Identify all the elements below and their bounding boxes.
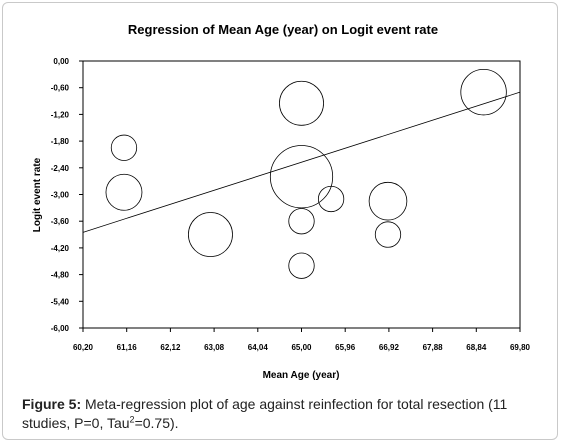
bubble bbox=[105, 173, 143, 211]
regression-line bbox=[82, 91, 521, 233]
x-tick-label: 65,96 bbox=[335, 343, 356, 352]
bubble bbox=[368, 181, 408, 221]
x-tick-label: 63,08 bbox=[204, 343, 225, 352]
y-tick-label: 0,00 bbox=[53, 57, 69, 66]
bubble bbox=[288, 252, 315, 279]
caption-label: Figure 5: bbox=[22, 396, 82, 412]
meta-regression-chart: Regression of Mean Age (year) on Logit e… bbox=[32, 22, 531, 381]
y-tick-label: -2,40 bbox=[51, 164, 70, 173]
y-axis-ticks: 0,00 -0,60 -1,20 -1,80 -2,40 -3,00 -3,60 -4,20 -… bbox=[51, 57, 83, 333]
bubble bbox=[279, 80, 324, 126]
caption-text: Meta-regression plot of age against rein… bbox=[22, 396, 508, 431]
bubble bbox=[288, 208, 315, 235]
x-tick-label: 64,04 bbox=[248, 343, 269, 352]
bubble bbox=[374, 221, 402, 248]
y-tick-label: -0,60 bbox=[51, 84, 70, 93]
x-tick-label: 69,80 bbox=[510, 343, 531, 352]
bubble bbox=[188, 212, 233, 257]
x-tick-label: 60,20 bbox=[73, 343, 94, 352]
y-tick-label: -3,00 bbox=[51, 191, 70, 200]
chart-title: Regression of Mean Age (year) on Logit e… bbox=[128, 22, 438, 37]
y-tick-label: -1,20 bbox=[51, 110, 70, 119]
y-tick-label: -3,60 bbox=[51, 217, 70, 226]
figure-frame bbox=[2, 2, 558, 440]
caption-superscript: 2 bbox=[129, 414, 135, 425]
y-tick-label: -1,80 bbox=[51, 137, 70, 146]
x-axis-ticks: 60,20 61,16 62,12 63,08 64,04 65,00 65,96 66,92… bbox=[73, 328, 531, 352]
x-tick-label: 65,00 bbox=[291, 343, 312, 352]
bubble bbox=[460, 68, 507, 116]
y-tick-label: -4,80 bbox=[51, 271, 70, 280]
x-tick-label: 66,92 bbox=[379, 343, 400, 352]
x-tick-label: 67,88 bbox=[423, 343, 444, 352]
bubble bbox=[110, 134, 138, 161]
caption-tail: =0.75). bbox=[134, 415, 179, 431]
bubble bbox=[269, 145, 334, 209]
bubbles bbox=[105, 68, 507, 279]
figure-caption: Figure 5: Meta-regression plot of age ag… bbox=[22, 395, 547, 433]
x-tick-label: 61,16 bbox=[117, 343, 138, 352]
x-axis-label: Mean Age (year) bbox=[263, 370, 340, 381]
x-tick-label: 68,84 bbox=[466, 343, 487, 352]
y-tick-label: -6,00 bbox=[51, 324, 70, 333]
plot-area bbox=[82, 60, 521, 329]
y-tick-label: -5,40 bbox=[51, 297, 70, 306]
bubble bbox=[317, 185, 345, 213]
x-tick-label: 62,12 bbox=[160, 343, 181, 352]
y-axis-label: Logit event rate bbox=[32, 157, 43, 232]
y-tick-label: -4,20 bbox=[51, 244, 70, 253]
